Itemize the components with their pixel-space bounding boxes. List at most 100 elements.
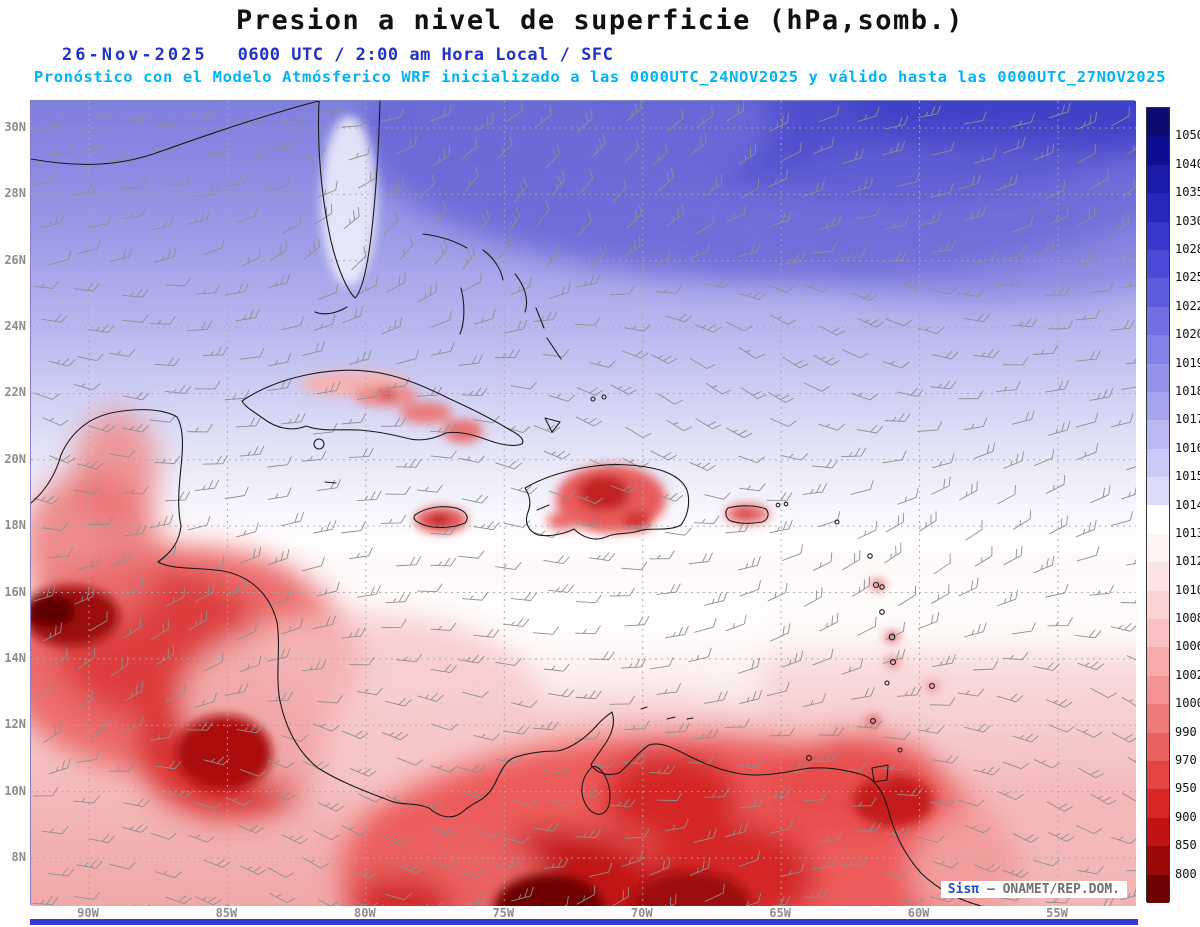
wind-barb	[381, 731, 409, 741]
colorbar-segment	[1147, 249, 1169, 279]
wind-barb	[543, 450, 571, 460]
wind-barb	[343, 206, 360, 230]
colorbar-segment	[1147, 619, 1169, 648]
wind-barb	[381, 317, 403, 335]
wind-barb	[281, 315, 304, 331]
colorbar-label: 1013	[1175, 525, 1200, 540]
colorbar-label: 1008	[1175, 611, 1200, 626]
wind-barb	[609, 587, 635, 597]
wind-barb	[738, 657, 761, 674]
wind-barb	[267, 353, 292, 367]
wind-barb	[1120, 594, 1136, 604]
wind-barb	[121, 824, 149, 833]
wind-barb	[89, 611, 108, 632]
wind-barb	[649, 657, 674, 670]
wind-barb	[996, 589, 1019, 607]
wind-barb	[842, 349, 869, 359]
wind-barb	[109, 550, 132, 567]
wind-barb	[458, 354, 483, 366]
wind-barb	[224, 174, 249, 188]
wind-barb	[188, 610, 208, 631]
wind-barb	[203, 652, 224, 672]
colorbar-label: 1010	[1175, 582, 1200, 597]
wind-barb	[610, 384, 637, 395]
wind-barb	[281, 618, 304, 635]
wind-barb	[841, 447, 867, 458]
wind-barb	[1011, 216, 1034, 233]
wind-barb	[782, 356, 809, 369]
wind-barb	[1077, 442, 1099, 460]
wind-barb	[974, 546, 993, 567]
wind-barb	[1003, 451, 1024, 469]
wind-barb	[917, 326, 945, 334]
wind-barb	[316, 479, 342, 491]
wind-barb	[341, 627, 366, 639]
wind-barb	[417, 692, 444, 702]
wind-barb	[505, 101, 523, 123]
wind-barb	[235, 308, 260, 322]
wind-barb	[495, 562, 522, 571]
guadeloupe	[879, 584, 885, 590]
wind-barb	[931, 350, 959, 360]
wind-barb	[303, 857, 330, 869]
wind-barb	[41, 313, 68, 323]
wind-barb	[123, 904, 151, 906]
wind-barb	[281, 734, 308, 742]
wind-barb	[1045, 180, 1066, 200]
wind-barb	[507, 207, 521, 234]
colorbar-segment	[1147, 108, 1169, 137]
wind-barb	[235, 417, 261, 428]
wind-barb	[811, 753, 838, 762]
wind-barb	[852, 576, 870, 597]
wind-barb	[458, 654, 485, 664]
wind-barb	[356, 687, 384, 696]
wind-barb	[150, 514, 174, 528]
wind-barb	[225, 903, 252, 906]
wind-barb	[42, 417, 69, 426]
wind-barb	[350, 868, 377, 879]
wind-barb	[123, 617, 141, 639]
wind-barb	[473, 733, 500, 741]
wind-barb	[269, 892, 296, 904]
wind-barb	[122, 206, 147, 220]
wind-barb	[1090, 793, 1117, 805]
wind-barb	[589, 862, 613, 877]
wind-barb	[664, 723, 690, 734]
wind-barb	[267, 647, 291, 662]
wind-barb	[656, 683, 682, 695]
wind-barb	[656, 792, 683, 802]
lat-tick-label: 28N	[4, 186, 26, 201]
wind-barb	[738, 455, 765, 464]
wind-barb	[1076, 206, 1095, 227]
wind-barb	[73, 486, 100, 494]
wind-barb	[840, 857, 867, 867]
wind-barb	[1089, 281, 1115, 293]
wind-barb	[77, 460, 104, 470]
colorbar-segment	[1147, 732, 1169, 761]
wind-barb	[165, 895, 192, 905]
wind-barb	[301, 341, 325, 357]
wind-barb	[621, 561, 648, 571]
wind-barb	[665, 527, 692, 536]
wind-barb	[312, 423, 338, 435]
wind-barb	[769, 112, 789, 132]
colorbar-segment	[1147, 363, 1169, 392]
wind-barb	[430, 450, 457, 459]
forecast-description: Pronóstico con el Modelo Atmósferico WRF…	[33, 68, 1167, 86]
wind-barb	[652, 143, 668, 167]
lat-tick-label: 24N	[4, 319, 26, 334]
colorbar-label: 800	[1175, 866, 1197, 881]
colorbar-label: 1002	[1175, 667, 1200, 682]
wind-barb	[552, 170, 566, 196]
colorbar-label: 1028	[1175, 241, 1200, 256]
wind-barb	[416, 583, 443, 592]
wind-barb	[236, 522, 259, 538]
wind-barb	[649, 857, 671, 876]
wind-barb	[348, 349, 372, 365]
wind-barb	[495, 754, 522, 764]
turks-caicos	[590, 396, 596, 402]
wind-barb	[341, 730, 369, 740]
wind-barb	[281, 834, 309, 845]
wind-barb	[495, 858, 522, 867]
wind-barb	[33, 392, 61, 400]
